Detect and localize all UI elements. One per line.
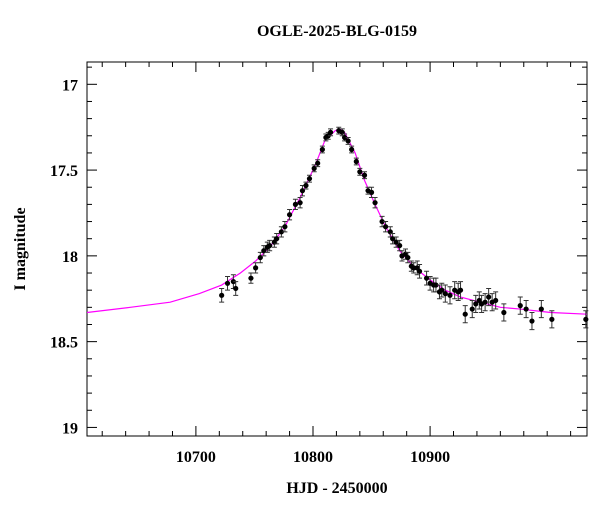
data-point (473, 301, 479, 307)
chart-title: OGLE-2025-BLG-0159 (257, 23, 417, 40)
data-point (253, 265, 259, 271)
data-point (501, 309, 507, 316)
data-point (493, 297, 499, 304)
data-point (549, 316, 555, 322)
data-point (319, 146, 325, 153)
data-point (282, 224, 288, 230)
data-point (405, 254, 411, 261)
y-tick-label: 19 (62, 420, 78, 437)
data-point (529, 318, 535, 324)
data-point (224, 280, 231, 286)
data-point (416, 268, 423, 274)
data-point (342, 134, 348, 141)
data-point (361, 172, 368, 178)
data-point (439, 287, 445, 293)
data-point (583, 316, 589, 322)
data-point (368, 189, 375, 195)
data-point (278, 229, 284, 235)
data-point (447, 292, 453, 298)
x-tick-label: 10700 (176, 449, 216, 466)
data-point (292, 201, 299, 207)
data-point (349, 146, 355, 153)
data-point (442, 291, 448, 297)
data-point (306, 176, 313, 182)
y-tick-label: 17.5 (50, 163, 78, 180)
data-point (219, 292, 225, 298)
data-point (462, 311, 468, 317)
data-point (372, 200, 378, 206)
model-curve (86, 128, 588, 315)
data-point (382, 224, 389, 230)
data-point (233, 285, 239, 292)
data-point (303, 182, 309, 189)
data-point (327, 129, 334, 135)
data-point (433, 282, 439, 288)
data-point (286, 212, 293, 218)
data-point (517, 303, 523, 309)
data-point (379, 218, 385, 225)
y-tick-label: 18.5 (50, 335, 78, 352)
data-point (248, 275, 254, 281)
data-point (538, 306, 544, 312)
x-axis-label: HJD - 2450000 (286, 480, 387, 497)
x-tick-label: 10800 (293, 449, 333, 466)
data-point (523, 306, 529, 312)
data-point (267, 242, 273, 249)
plot-frame (86, 61, 588, 437)
y-tick-label: 18 (62, 249, 78, 266)
data-point (357, 169, 363, 175)
y-tick-label: 17 (62, 77, 78, 94)
data-point (457, 287, 464, 293)
data-point (297, 200, 303, 206)
y-axis-label: I magnitude (12, 207, 29, 290)
data-point (345, 138, 351, 144)
data-point (274, 236, 280, 242)
data-point (486, 294, 492, 300)
x-tick-label: 10900 (410, 449, 450, 466)
data-point (482, 299, 488, 305)
data-point (469, 306, 475, 312)
data-point (315, 160, 321, 166)
data-point (397, 242, 403, 249)
data-point (353, 158, 359, 165)
